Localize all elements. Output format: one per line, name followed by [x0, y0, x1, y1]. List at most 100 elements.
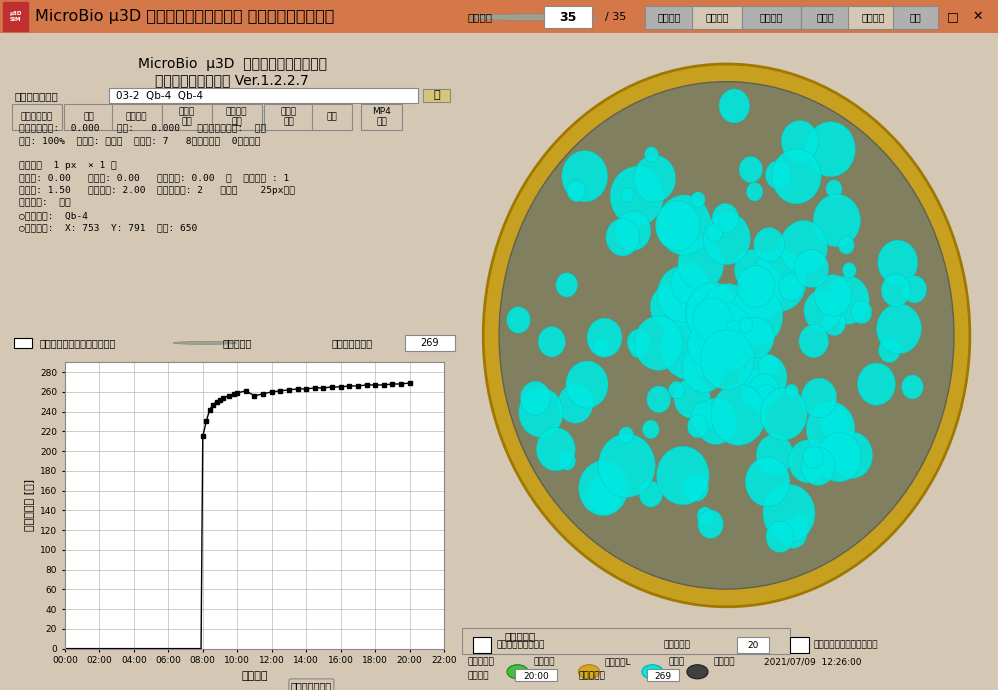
Circle shape	[594, 339, 609, 356]
Circle shape	[606, 219, 640, 256]
Circle shape	[697, 308, 753, 372]
Circle shape	[579, 461, 628, 515]
Text: 269: 269	[420, 338, 439, 348]
Text: ─: ─	[924, 10, 932, 23]
Circle shape	[558, 384, 593, 423]
Circle shape	[588, 475, 622, 513]
Circle shape	[765, 161, 790, 189]
Text: 実行: 実行	[84, 112, 95, 121]
Text: レベル補正後の画像を表示: レベル補正後の画像を表示	[813, 641, 878, 650]
Text: 20:00: 20:00	[523, 672, 549, 681]
Circle shape	[685, 285, 738, 343]
Circle shape	[520, 382, 551, 415]
Circle shape	[692, 402, 718, 431]
Circle shape	[716, 325, 736, 348]
Circle shape	[745, 354, 787, 402]
Text: 拡大画像: 拡大画像	[759, 12, 783, 22]
Circle shape	[756, 435, 793, 475]
Circle shape	[687, 282, 741, 344]
FancyBboxPatch shape	[893, 6, 938, 29]
Circle shape	[785, 384, 798, 399]
Text: コロニー数: コロニー数	[579, 672, 606, 681]
Circle shape	[750, 388, 771, 412]
Circle shape	[801, 378, 836, 417]
Text: ベース画像: ベース画像	[467, 657, 494, 666]
Circle shape	[748, 283, 779, 319]
Circle shape	[753, 228, 784, 262]
Circle shape	[876, 304, 921, 354]
Text: 計数範囲: 計数範囲	[534, 657, 555, 666]
Circle shape	[562, 150, 608, 202]
FancyBboxPatch shape	[361, 104, 402, 130]
Circle shape	[499, 81, 954, 589]
FancyBboxPatch shape	[112, 104, 162, 130]
Circle shape	[779, 221, 827, 274]
Circle shape	[696, 398, 737, 444]
Text: コロニーL: コロニーL	[605, 657, 632, 666]
Circle shape	[739, 367, 759, 391]
Circle shape	[821, 407, 849, 439]
Circle shape	[716, 310, 744, 341]
Circle shape	[751, 266, 780, 299]
Circle shape	[747, 183, 762, 201]
Circle shape	[901, 375, 923, 399]
Text: 線形グラフ: 線形グラフ	[223, 338, 252, 348]
Circle shape	[682, 344, 726, 393]
FancyBboxPatch shape	[645, 6, 695, 29]
Bar	[14, 337, 32, 348]
Circle shape	[762, 484, 815, 542]
Circle shape	[643, 420, 660, 439]
Circle shape	[619, 427, 634, 443]
Circle shape	[610, 166, 664, 226]
FancyBboxPatch shape	[738, 638, 768, 653]
Circle shape	[730, 286, 782, 346]
Circle shape	[536, 428, 575, 471]
Circle shape	[781, 121, 818, 162]
Circle shape	[683, 473, 709, 502]
Text: 269: 269	[655, 672, 672, 681]
Circle shape	[661, 316, 718, 380]
FancyBboxPatch shape	[848, 6, 898, 29]
Circle shape	[771, 149, 821, 204]
Circle shape	[483, 64, 970, 607]
FancyBboxPatch shape	[515, 669, 557, 682]
Text: グラフ
保存: グラフ 保存	[179, 107, 195, 126]
Circle shape	[703, 322, 729, 350]
FancyBboxPatch shape	[693, 6, 743, 29]
Text: 測定時刻: 測定時刻	[714, 657, 735, 666]
Text: □: □	[947, 10, 959, 23]
Circle shape	[735, 249, 771, 290]
Bar	[790, 638, 808, 653]
Circle shape	[788, 440, 827, 483]
Circle shape	[705, 304, 746, 349]
Text: 最大コロニー数: 最大コロニー数	[332, 338, 373, 348]
Text: コロニー
解析: コロニー 解析	[226, 107, 248, 126]
Circle shape	[765, 521, 794, 553]
Circle shape	[698, 289, 742, 338]
Text: 印刷: 印刷	[326, 112, 337, 121]
Text: μ3D
SIM: μ3D SIM	[9, 11, 22, 22]
Text: プラークアッセイ用 Ver.1.2.2.7: プラークアッセイ用 Ver.1.2.2.7	[155, 73, 309, 87]
FancyBboxPatch shape	[800, 6, 851, 29]
Circle shape	[713, 204, 739, 233]
Circle shape	[738, 265, 774, 307]
Circle shape	[698, 510, 724, 538]
Circle shape	[806, 121, 855, 177]
Text: 画像番号: 画像番号	[467, 12, 492, 22]
Circle shape	[877, 240, 918, 285]
Circle shape	[816, 433, 861, 482]
Text: グラフ範囲: グラフ範囲	[663, 641, 690, 650]
Text: 培養時間: 培養時間	[467, 672, 489, 681]
Text: レベル
補正: レベル 補正	[280, 107, 296, 126]
Circle shape	[814, 275, 851, 316]
Text: / 35: / 35	[605, 12, 626, 22]
Circle shape	[674, 378, 711, 418]
Circle shape	[701, 330, 754, 390]
Text: コントラスト:  0.000   輝度:   0.000   かーせフィルタ:  なし
伸缩: 100%  カラー: グレー  ぼかし: 7   8時間後開始 : コントラスト: 0.000 輝度: 0.000 かーせフィルタ: なし 伸缩: …	[19, 124, 294, 233]
Circle shape	[803, 446, 823, 469]
Text: カウントグラフ: カウントグラフ	[290, 681, 332, 690]
Circle shape	[634, 316, 683, 371]
Circle shape	[750, 250, 806, 312]
Circle shape	[658, 195, 712, 255]
Circle shape	[746, 457, 790, 506]
